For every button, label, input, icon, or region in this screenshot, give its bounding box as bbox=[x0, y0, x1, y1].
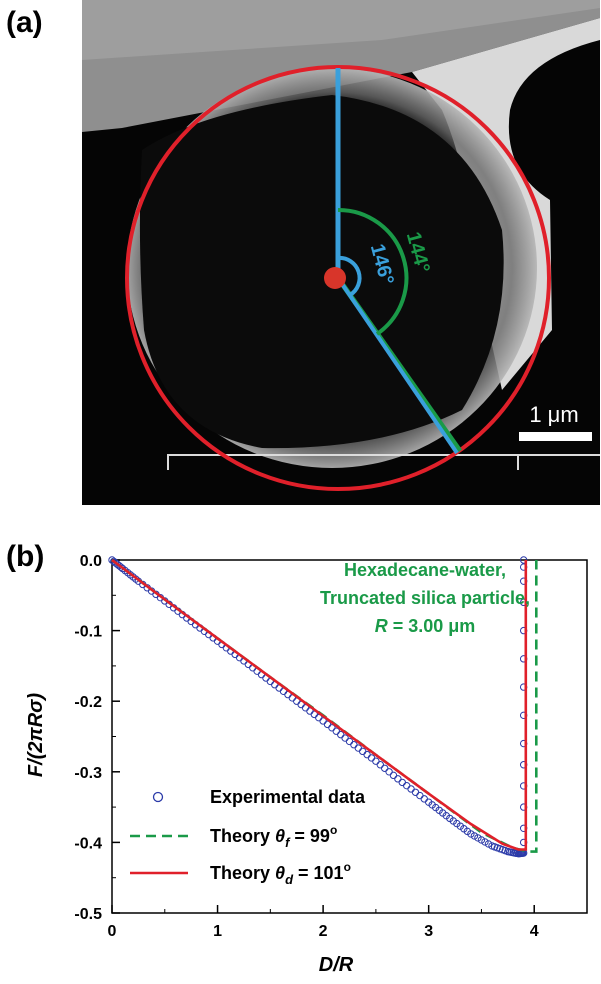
particle-body bbox=[139, 95, 504, 449]
annotation-line1: Hexadecane-water, bbox=[344, 560, 506, 580]
data-point bbox=[394, 775, 402, 783]
y-axis-label: F/(2πRσ) bbox=[25, 693, 47, 778]
y-tick-label: -0.1 bbox=[74, 624, 102, 641]
blue-radius-diagonal bbox=[336, 276, 459, 455]
y-tick-label: -0.2 bbox=[74, 694, 102, 711]
panel-a-label: (a) bbox=[6, 6, 43, 39]
data-point bbox=[117, 563, 125, 571]
y-tick-label: 0.0 bbox=[80, 553, 102, 570]
data-point bbox=[358, 747, 367, 756]
annotation-line3: R = 3.00 μm bbox=[375, 616, 476, 636]
data-point bbox=[376, 761, 384, 769]
x-tick-label: 2 bbox=[319, 923, 328, 940]
y-tick-label: -0.3 bbox=[74, 765, 102, 782]
scale-bar bbox=[519, 432, 592, 441]
data-point bbox=[402, 781, 411, 790]
center-dot bbox=[324, 267, 346, 289]
data-point bbox=[484, 840, 493, 848]
fitted-circle bbox=[125, 65, 551, 491]
data-point bbox=[467, 830, 475, 838]
data-point bbox=[398, 778, 406, 787]
data-point bbox=[367, 754, 376, 762]
data-point bbox=[474, 834, 482, 842]
data-point bbox=[407, 785, 415, 793]
blue-angle-arc bbox=[337, 255, 362, 297]
scale-bar-label: 1 μm bbox=[529, 402, 578, 427]
legend-marker-experimental bbox=[152, 791, 164, 803]
series-theory-theta-d bbox=[111, 558, 528, 851]
legend-label-experimental: Experimental data bbox=[210, 787, 366, 807]
substrate-baseline bbox=[167, 454, 600, 470]
data-point bbox=[477, 836, 486, 844]
panel-b-label: (b) bbox=[6, 540, 45, 573]
x-tick-label: 3 bbox=[424, 923, 433, 940]
y-tick-label: -0.4 bbox=[74, 835, 102, 852]
y-tick-label: -0.5 bbox=[74, 906, 102, 923]
data-point bbox=[420, 795, 428, 803]
data-point bbox=[354, 744, 362, 752]
data-point bbox=[350, 741, 358, 749]
data-point bbox=[363, 750, 371, 759]
data-point bbox=[470, 832, 479, 840]
data-point bbox=[481, 838, 489, 846]
x-tick-label: 4 bbox=[530, 923, 539, 940]
data-point bbox=[345, 737, 354, 746]
data-point bbox=[337, 730, 345, 739]
x-tick-label: 1 bbox=[213, 923, 222, 940]
data-point bbox=[385, 768, 393, 776]
sem-micrograph: 146° 144° 1 μm bbox=[82, 0, 600, 505]
data-point bbox=[372, 757, 380, 765]
data-point bbox=[380, 764, 389, 772]
annotation-line2: Truncated silica particle, bbox=[320, 588, 530, 608]
green-angle-arc bbox=[337, 207, 409, 336]
x-axis-label: D/R bbox=[319, 954, 354, 976]
legend-label-theory-d: Theory θd = 101o bbox=[210, 860, 351, 887]
data-point bbox=[411, 788, 420, 796]
data-point bbox=[341, 734, 349, 742]
x-tick-label: 0 bbox=[108, 923, 117, 940]
force-distance-chart: 0 1 2 3 4 0.0 -0.1 -0.2 -0.3 -0.4 -0.5 Experimenta… bbox=[25, 553, 588, 976]
data-point bbox=[416, 791, 424, 800]
data-point bbox=[389, 771, 398, 780]
legend-label-theory-f: Theory θf = 99o bbox=[210, 823, 337, 850]
series-experimental bbox=[108, 556, 528, 858]
